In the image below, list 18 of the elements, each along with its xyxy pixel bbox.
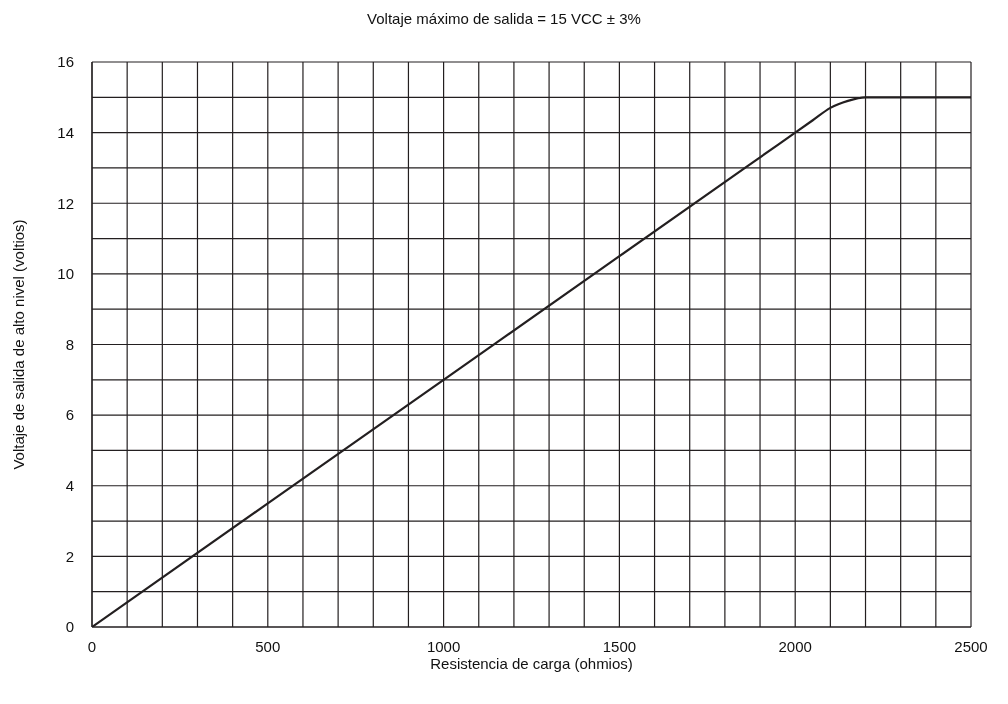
y-tick-label: 8 (65, 335, 74, 353)
y-tick-label: 0 (65, 618, 74, 636)
x-tick-label: 0 (87, 637, 97, 655)
x-tick-label: 1500 (602, 637, 637, 655)
y-tick-label: 16 (57, 53, 74, 71)
x-tick-label: 500 (255, 637, 281, 655)
x-tick-label: 1000 (426, 637, 461, 655)
y-tick-label: 4 (65, 477, 74, 495)
x-tick-label: 2000 (778, 637, 812, 655)
y-tick-label: 2 (65, 547, 74, 565)
y-tick-label: 12 (57, 194, 74, 212)
y-tick-label: 10 (57, 265, 74, 283)
chart-title: Voltaje máximo de salida = 15 VCC ± 3% (366, 10, 642, 27)
y-axis-title: Voltaje de salida de alto nivel (voltios) (9, 219, 27, 470)
y-tick-label: 6 (65, 406, 74, 424)
x-axis-title: Resistencia de carga (ohmios) (430, 655, 633, 672)
x-tick-label: 2500 (954, 637, 988, 655)
y-tick-label: 14 (57, 123, 74, 141)
